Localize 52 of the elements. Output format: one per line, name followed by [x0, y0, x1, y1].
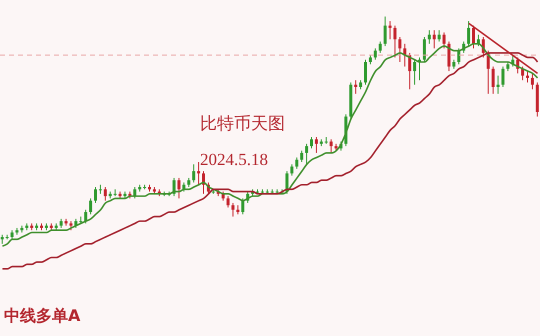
candlestick — [231, 202, 234, 218]
text: 2024.5.18 — [200, 150, 268, 170]
candlestick — [393, 25, 396, 58]
candlestick — [506, 62, 510, 72]
candlestick — [359, 80, 362, 90]
candlestick — [104, 186, 107, 202]
candlestick — [442, 32, 446, 49]
text: 中线多单A — [4, 306, 80, 327]
candlestick — [438, 30, 441, 42]
candlestick — [84, 209, 88, 224]
candlestick — [300, 150, 304, 163]
candlestick — [472, 25, 476, 49]
candlestick — [526, 70, 530, 83]
candlestick — [496, 75, 500, 94]
candlestick — [452, 59, 456, 70]
candlestick — [305, 143, 308, 165]
candlestick — [501, 66, 504, 88]
candlestick — [384, 16, 387, 47]
candlestick — [364, 59, 368, 86]
candlestick — [89, 198, 92, 215]
candlestick — [398, 36, 402, 63]
candlestick — [388, 20, 392, 40]
candlestick — [413, 59, 416, 86]
candlestick — [310, 136, 314, 149]
candlestick — [314, 136, 318, 154]
candlestick — [447, 41, 450, 72]
candlestick — [172, 177, 176, 197]
candlestick — [187, 177, 190, 188]
candlestick — [177, 177, 180, 199]
candlestick — [290, 164, 294, 176]
candlestick — [492, 66, 495, 94]
candlestick — [192, 164, 196, 183]
candlestick — [60, 218, 63, 228]
candlestick — [330, 138, 333, 154]
candlestick — [295, 156, 298, 170]
candlestick — [432, 30, 436, 49]
candlestick — [422, 36, 426, 63]
candlestick — [428, 30, 431, 44]
candlestick — [530, 72, 534, 90]
candlestick — [98, 184, 102, 194]
candlestick — [94, 186, 98, 204]
candlestick — [368, 54, 372, 65]
candlestick — [197, 162, 200, 186]
candlestick — [378, 41, 382, 54]
candlestick — [0, 234, 4, 244]
candlestick — [10, 230, 14, 240]
candlestick — [354, 80, 358, 94]
text: 比特币天图 — [200, 113, 285, 135]
candlestick — [374, 48, 377, 60]
candlestick — [241, 198, 244, 215]
candlestick — [467, 20, 470, 47]
candlestick — [226, 196, 230, 208]
